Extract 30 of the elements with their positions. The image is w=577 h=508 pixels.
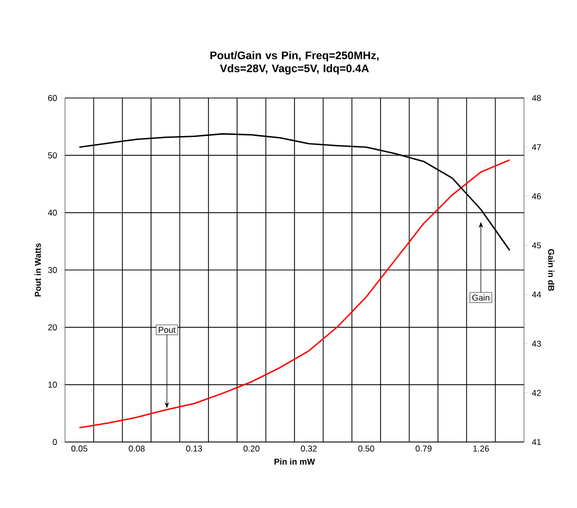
y2-tick-label: 42	[532, 390, 541, 396]
y-axis-title: Pout in Watts	[34, 243, 41, 296]
x-tick-label: 0.32	[300, 446, 317, 452]
y2-tick-label: 48	[532, 94, 541, 101]
y-tick-label: 0	[52, 438, 57, 446]
y2-tick-label: 47	[532, 144, 541, 150]
x-tick-label: 0.08	[128, 446, 145, 452]
y-tick-label: 30	[48, 267, 57, 274]
y2-tick-label: 45	[532, 242, 541, 248]
y-tick-label: 40	[48, 210, 57, 216]
y2-tick-label: 41	[532, 439, 541, 445]
x-tick-label: 0.50	[358, 446, 374, 452]
x-tick-label: 0.13	[186, 446, 202, 452]
annotation: Gain	[472, 294, 490, 301]
x-tick-label: 1.26	[473, 446, 489, 452]
y2-tick-label: 43	[532, 340, 541, 347]
x-axis-title: Pin in mW	[274, 458, 316, 465]
annotation: Pout	[158, 326, 176, 333]
x-tick-label: 0.05	[71, 446, 88, 452]
line-series	[78, 159, 510, 428]
y-tick-label: 10	[48, 382, 57, 388]
y2-tick-label: 44	[532, 292, 542, 298]
y2-tick-label: 46	[532, 193, 541, 200]
y-tick-label: 20	[48, 324, 57, 330]
x-tick-label: 0.20	[244, 446, 260, 452]
chart-title: Pout/Gain vs Pin, Freq=250MHz, Vds=28V, Vagc=5V, Idq=0.4A	[210, 51, 379, 74]
y-tick-label: 50	[48, 152, 57, 158]
y2-axis-title: Gain in dB	[548, 249, 554, 291]
y-tick-label: 60	[48, 95, 57, 102]
x-tick-label: 0.79	[416, 446, 432, 452]
